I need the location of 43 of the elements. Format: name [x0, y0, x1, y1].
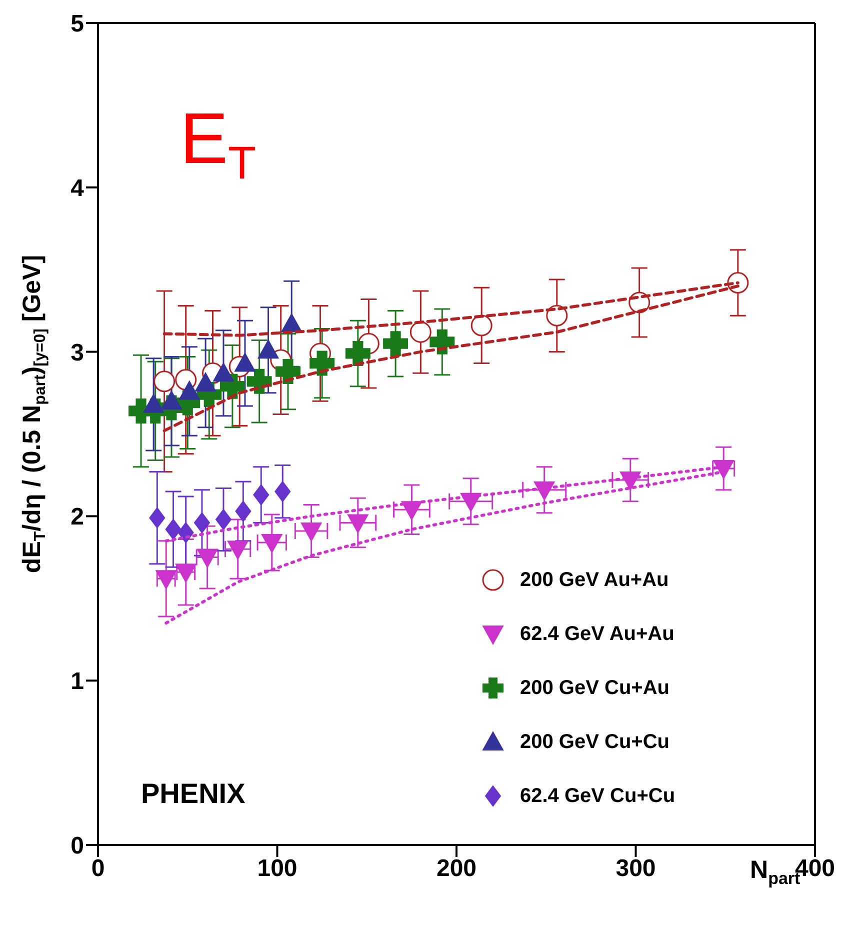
point — [178, 380, 200, 400]
y-tick-label: 3 — [70, 339, 84, 366]
legend-label: 200 GeV Cu+Cu — [520, 730, 670, 754]
point — [300, 522, 322, 542]
point — [383, 331, 408, 356]
point — [149, 507, 166, 528]
point — [410, 321, 432, 343]
point — [178, 522, 194, 544]
y-tick-label: 4 — [70, 174, 85, 202]
point — [345, 340, 370, 366]
point — [212, 362, 234, 382]
x-tick-label: 0 — [91, 855, 105, 882]
x-tick-label: 200 — [436, 855, 477, 882]
point — [261, 534, 282, 554]
y-tick-label: 2 — [70, 504, 84, 531]
point — [430, 329, 455, 354]
point — [235, 500, 252, 522]
point — [470, 314, 492, 336]
point — [194, 512, 210, 534]
legend-label: 62.4 GeV Au+Au — [520, 622, 674, 646]
point — [215, 508, 232, 530]
point — [274, 481, 291, 502]
point — [253, 484, 270, 506]
y-tick-label: 0 — [70, 832, 84, 860]
annotation: E$_{T}$ — [180, 99, 256, 188]
point — [310, 350, 335, 376]
point — [347, 514, 368, 534]
y-tick-label: 5 — [70, 10, 84, 38]
annotation: PHENIX — [141, 778, 246, 809]
point — [234, 352, 256, 372]
legend-label: 200 GeV Cu+Au — [520, 676, 670, 700]
legend-label: 62.4 GeV Cu+Cu — [520, 784, 676, 808]
point — [143, 394, 164, 413]
legend-label: 200 GeV Au+Au — [520, 568, 669, 592]
y-tick-label: 1 — [70, 668, 84, 696]
point — [165, 518, 182, 540]
point — [276, 359, 301, 384]
point — [227, 540, 248, 560]
point — [154, 370, 176, 392]
point — [258, 340, 279, 359]
x-tick-label: 100 — [257, 855, 298, 882]
x-tick-label: 300 — [616, 855, 656, 882]
point — [195, 372, 216, 392]
